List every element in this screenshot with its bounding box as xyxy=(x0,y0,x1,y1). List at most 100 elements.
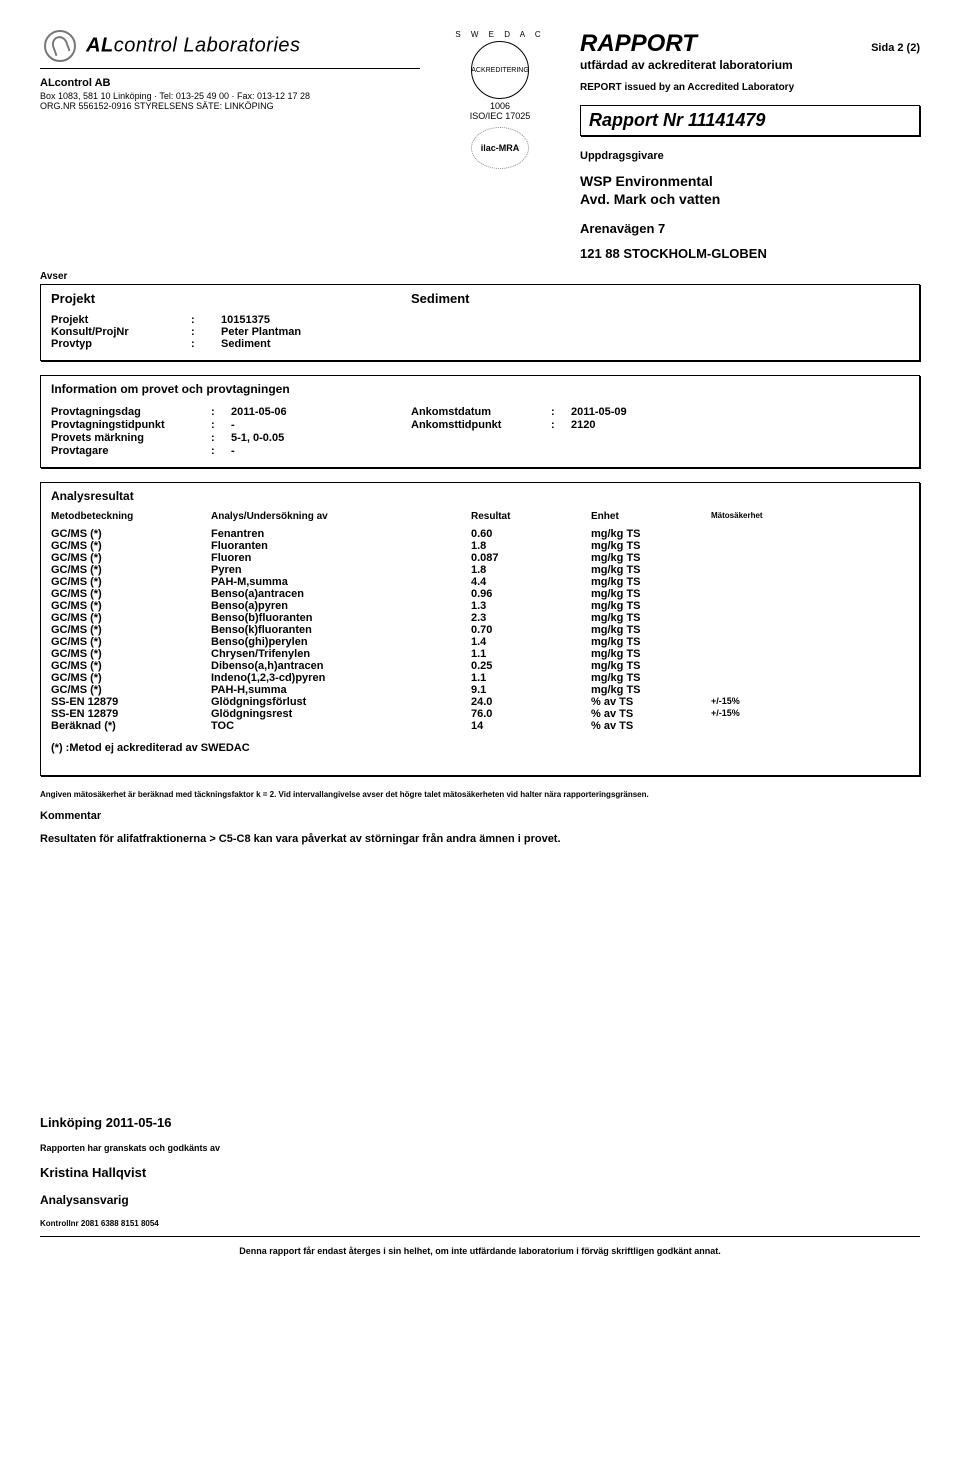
analysis-cell: TOC xyxy=(211,720,471,732)
analysis-cell xyxy=(711,636,811,648)
analysis-cell: 0.087 xyxy=(471,552,591,564)
analysis-cell: Dibenso(a,h)antracen xyxy=(211,660,471,672)
detail-colon: : xyxy=(191,326,221,338)
project-detail-row: Projekt:10151375 xyxy=(51,314,909,326)
analysis-cell: 1.8 xyxy=(471,540,591,552)
footer-divider xyxy=(40,1236,920,1237)
swedac-label: S W E D A C xyxy=(435,30,565,39)
analysis-cell: 1.4 xyxy=(471,636,591,648)
analysis-cell: mg/kg TS xyxy=(591,540,711,552)
company-address-1: Box 1083, 581 10 Linköping · Tel: 013-25… xyxy=(40,91,420,101)
analysis-cell: 76.0 xyxy=(471,708,591,720)
analysis-cell: 9.1 xyxy=(471,684,591,696)
lab-name-prefix: AL xyxy=(86,34,114,56)
ilac-mra-seal-icon: ilac-MRA xyxy=(471,127,529,169)
info-cell: : xyxy=(551,419,571,431)
comment-label: Kommentar xyxy=(40,810,920,822)
analysis-cell: Beräknad (*) xyxy=(51,720,211,732)
info-cell: : xyxy=(211,432,231,444)
analysis-cell: 0.60 xyxy=(471,528,591,540)
analysis-cell: mg/kg TS xyxy=(591,600,711,612)
analysis-cell: mg/kg TS xyxy=(591,612,711,624)
info-cell: Ankomsttidpunkt xyxy=(411,419,551,431)
analysis-cell: mg/kg TS xyxy=(591,564,711,576)
analysis-cell: mg/kg TS xyxy=(591,684,711,696)
info-cell: - xyxy=(231,445,411,457)
info-cell: - xyxy=(231,419,411,431)
info-cell: : xyxy=(211,419,231,431)
analysis-row: GC/MS (*)PAH-M,summa4.4mg/kg TS xyxy=(51,576,909,588)
issued-en: REPORT issued by an Accredited Laborator… xyxy=(580,82,920,93)
info-cell xyxy=(551,432,571,444)
analysis-cell: PAH-M,summa xyxy=(211,576,471,588)
report-header: ALcontrol Laboratories ALcontrol AB Box … xyxy=(40,30,920,271)
analysis-cell xyxy=(711,660,811,672)
analysis-row: GC/MS (*)Benso(b)fluoranten2.3mg/kg TS xyxy=(51,612,909,624)
analysis-cell xyxy=(711,540,811,552)
info-cell: : xyxy=(551,406,571,418)
detail-key: Konsult/ProjNr xyxy=(51,326,191,338)
project-details: Projekt:10151375Konsult/ProjNr:Peter Pla… xyxy=(51,314,909,350)
analysis-cell: Pyren xyxy=(211,564,471,576)
analysis-cell: Chrysen/Trifenylen xyxy=(211,648,471,660)
detail-value: Peter Plantman xyxy=(221,326,301,338)
analysis-title: Analysresultat xyxy=(51,489,909,503)
detail-value: 10151375 xyxy=(221,314,270,326)
signoff-block: Linköping 2011-05-16 Rapporten har grans… xyxy=(40,1115,920,1256)
analysis-row: GC/MS (*)PAH-H,summa9.1mg/kg TS xyxy=(51,684,909,696)
analysis-cell: % av TS xyxy=(591,720,711,732)
sample-info-box: Information om provet och provtagningen … xyxy=(40,375,920,468)
analysis-cell: GC/MS (*) xyxy=(51,684,211,696)
col-result: Resultat xyxy=(471,511,591,522)
swedac-seal-icon: ACKREDITERING xyxy=(471,41,529,99)
lab-name-suffix: Laboratories xyxy=(177,34,300,56)
analysis-row: GC/MS (*)Benso(a)pyren1.3mg/kg TS xyxy=(51,600,909,612)
analysis-cell: GC/MS (*) xyxy=(51,564,211,576)
analysis-cell: mg/kg TS xyxy=(591,552,711,564)
analysis-cell: Indeno(1,2,3-cd)pyren xyxy=(211,672,471,684)
info-cell: 2011-05-06 xyxy=(231,406,411,418)
col-analysis: Analys/Undersökning av xyxy=(211,511,471,522)
analysis-cell xyxy=(711,684,811,696)
analysis-cell: % av TS xyxy=(591,708,711,720)
info-cell xyxy=(571,445,691,457)
analysis-cell: 4.4 xyxy=(471,576,591,588)
analysis-cell: Glödgningsförlust xyxy=(211,696,471,708)
analysis-cell xyxy=(711,612,811,624)
info-cell: : xyxy=(211,445,231,457)
analysis-cell: GC/MS (*) xyxy=(51,540,211,552)
analysis-cell: mg/kg TS xyxy=(591,648,711,660)
page-number: Sida 2 (2) xyxy=(871,42,920,54)
client-address-2: 121 88 STOCKHOLM-GLOBEN xyxy=(580,246,920,261)
detail-colon: : xyxy=(191,338,221,350)
analysis-cell: GC/MS (*) xyxy=(51,636,211,648)
info-cell xyxy=(411,445,551,457)
client-label: Uppdragsgivare xyxy=(580,150,920,162)
analysis-cell: Benso(a)pyren xyxy=(211,600,471,612)
analysis-cell: Fluoranten xyxy=(211,540,471,552)
analysis-cell xyxy=(711,576,811,588)
info-cell xyxy=(551,445,571,457)
analysis-cell: GC/MS (*) xyxy=(51,552,211,564)
report-title: RAPPORT xyxy=(580,30,697,58)
analysis-cell: mg/kg TS xyxy=(591,588,711,600)
analysis-cell: GC/MS (*) xyxy=(51,528,211,540)
issued-sv: utfärdad av ackrediterat laboratorium xyxy=(580,58,920,72)
analysis-cell: % av TS xyxy=(591,696,711,708)
analysis-cell: GC/MS (*) xyxy=(51,588,211,600)
info-cell xyxy=(571,432,691,444)
analysis-cell xyxy=(711,624,811,636)
analysis-cell: mg/kg TS xyxy=(591,576,711,588)
analysis-cell: Benso(k)fluoranten xyxy=(211,624,471,636)
analysis-table-head: Metodbeteckning Analys/Undersökning av R… xyxy=(51,511,909,522)
analysis-cell: 2.3 xyxy=(471,612,591,624)
report-number-box: Rapport Nr 11141479 xyxy=(580,105,920,136)
analysis-row: GC/MS (*)Dibenso(a,h)antracen0.25mg/kg T… xyxy=(51,660,909,672)
client-name-1: WSP Environmental xyxy=(580,173,920,189)
info-cell: Provtagningsdag xyxy=(51,406,211,418)
col-uncertainty: Mätosäkerhet xyxy=(711,511,811,522)
analysis-cell xyxy=(711,648,811,660)
analysis-cell: GC/MS (*) xyxy=(51,576,211,588)
lab-name: ALcontrol Laboratories xyxy=(44,30,420,62)
info-cell: 2011-05-09 xyxy=(571,406,691,418)
